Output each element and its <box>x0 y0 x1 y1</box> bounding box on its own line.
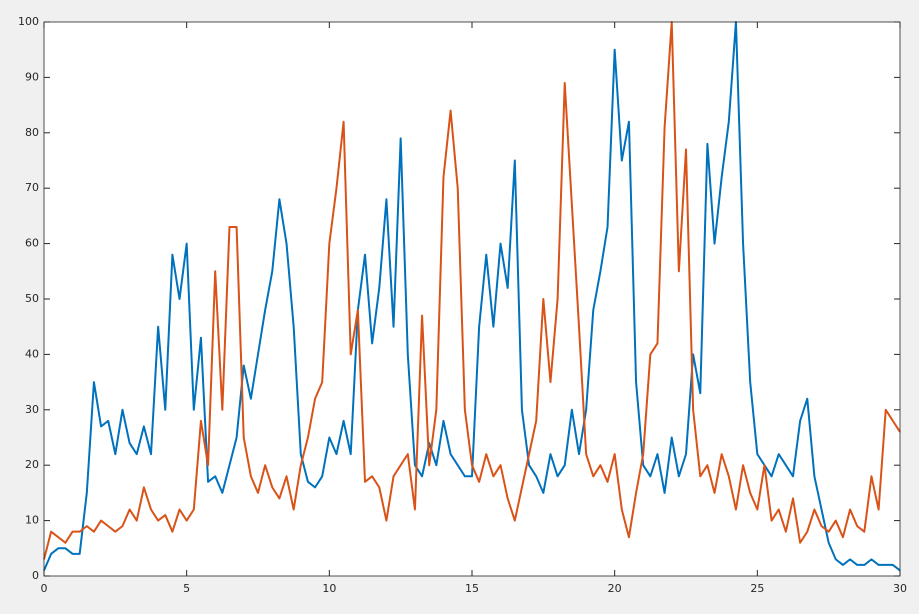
y-tick-label: 10 <box>25 514 39 527</box>
x-tick-label: 10 <box>322 582 336 595</box>
y-tick-label: 50 <box>25 292 39 305</box>
x-tick-label: 0 <box>41 582 48 595</box>
x-tick-label: 25 <box>750 582 764 595</box>
x-tick-label: 20 <box>608 582 622 595</box>
line-series <box>43 21 901 572</box>
line-series <box>43 21 901 560</box>
y-tick-label: 70 <box>25 181 39 194</box>
x-tick-label: 15 <box>465 582 479 595</box>
y-tick-label: 40 <box>25 347 39 360</box>
y-tick-label: 30 <box>25 403 39 416</box>
y-tick-label: 60 <box>25 237 39 250</box>
y-tick-label: 90 <box>25 70 39 83</box>
y-tick-label: 0 <box>32 569 39 582</box>
y-tick-label: 80 <box>25 126 39 139</box>
y-tick-label: 100 <box>18 15 39 28</box>
plot-area <box>44 22 900 576</box>
x-tick-label: 5 <box>183 582 190 595</box>
x-tick-label: 30 <box>893 582 907 595</box>
y-tick-label: 20 <box>25 458 39 471</box>
